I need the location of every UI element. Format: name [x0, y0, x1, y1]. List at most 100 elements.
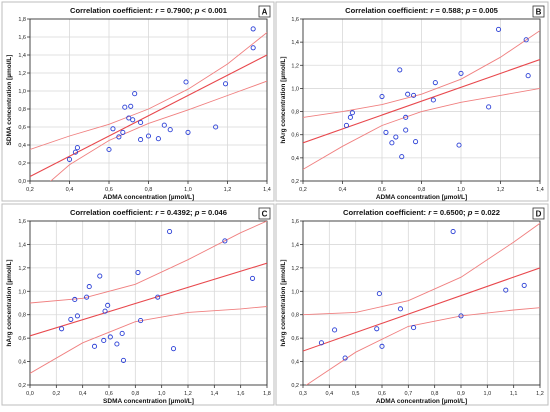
panel-letter-box — [532, 5, 545, 18]
x-tick-label: 1,0 — [457, 187, 465, 193]
x-tick-label: 1,0 — [184, 187, 192, 193]
title-r-value: = 0.588; — [433, 6, 465, 15]
data-point — [503, 287, 509, 293]
title-r-symbol: r — [155, 208, 159, 217]
data-point — [138, 318, 144, 324]
x-tick-label: 0,6 — [378, 187, 386, 193]
x-tick-label: 1,2 — [497, 187, 505, 193]
data-point — [119, 330, 125, 337]
data-point — [106, 146, 112, 153]
panel-title: Correlation coefficient: r = 0.7900; p <… — [70, 6, 228, 15]
data-point — [411, 325, 417, 331]
plot-area — [302, 220, 541, 386]
data-point — [170, 346, 177, 352]
y-tick-label: 0,0 — [18, 179, 26, 185]
y-tick-label: 0,8 — [291, 110, 299, 116]
data-point — [114, 341, 120, 347]
panel-letter-box — [258, 207, 271, 220]
x-axis-label: ADMA concentration [µmol/L] — [103, 194, 194, 201]
x-tick-label: 0,2 — [53, 391, 61, 397]
y-axis-label: SDMA concentration [µmol/L] — [6, 55, 13, 146]
data-point — [130, 117, 136, 123]
data-point — [110, 126, 116, 132]
data-point — [521, 282, 527, 288]
x-tick-label: 1,2 — [536, 391, 544, 397]
x-tick-label: 0,3 — [299, 391, 307, 397]
title-p-value: < 0.001 — [199, 6, 227, 15]
x-tick-label: 0,2 — [26, 187, 34, 193]
data-point — [403, 114, 409, 120]
data-point — [399, 154, 405, 160]
plot-area — [29, 18, 268, 182]
data-point — [393, 134, 399, 140]
regression-line — [30, 262, 267, 337]
panel-letter: D — [536, 210, 542, 219]
y-axis-label: hArg concentration [µmol/L] — [280, 56, 287, 143]
x-tick-label: 1,4 — [536, 187, 544, 193]
data-point — [72, 149, 78, 155]
title-r-value: = 0.7900; — [158, 6, 195, 15]
y-tick-label: 0,2 — [18, 383, 26, 389]
y-tick-label: 1,0 — [291, 289, 299, 295]
y-tick-label: 1,4 — [18, 242, 26, 248]
data-point — [66, 156, 73, 162]
data-point — [458, 70, 464, 76]
data-point — [126, 115, 132, 121]
y-tick-label: 1,2 — [18, 71, 26, 77]
data-point — [167, 127, 173, 133]
data-point — [249, 275, 256, 281]
data-point — [374, 326, 380, 332]
data-point — [486, 104, 492, 110]
x-tick-label: 0,2 — [299, 187, 307, 193]
x-tick-label: 0,4 — [326, 391, 334, 397]
data-point — [74, 145, 80, 151]
title-r-symbol: r — [155, 6, 159, 15]
panel-c: 0,0 0,2 0,4 0,6 0,8 1,0 1,2 1,4 1,6 1,80,20,40,60… — [1, 203, 275, 406]
data-point — [138, 119, 144, 126]
x-tick-label: 0,5 — [352, 391, 360, 397]
data-point — [97, 273, 103, 279]
data-point — [161, 122, 167, 128]
data-point — [376, 291, 382, 297]
title-p-symbol: p — [467, 208, 473, 217]
regression-line — [30, 54, 267, 177]
y-tick-label: 0,4 — [18, 360, 26, 366]
panel-frame — [275, 203, 549, 406]
y-tick-label: 0,6 — [291, 133, 299, 139]
data-point — [405, 91, 411, 97]
data-point — [343, 122, 350, 129]
x-tick-label: 1,0 — [484, 391, 492, 397]
data-point — [347, 114, 353, 120]
data-point — [128, 103, 134, 109]
data-point — [430, 97, 436, 103]
x-tick-label: 1,4 — [211, 391, 219, 397]
x-tick-label: 1,2 — [224, 187, 232, 193]
x-axis-label: ADMA concentration [µmol/L] — [376, 398, 467, 405]
ci-lower-curve — [50, 80, 267, 181]
y-tick-label: 0,4 — [291, 360, 299, 366]
data-point — [155, 294, 161, 300]
data-point — [379, 343, 385, 349]
data-point — [403, 127, 409, 133]
ci-lower-curve — [30, 306, 267, 374]
x-tick-label: 0,4 — [339, 187, 347, 193]
data-point — [72, 296, 78, 303]
y-tick-label: 1,0 — [291, 86, 299, 92]
y-tick-label: 1,6 — [18, 219, 26, 225]
x-tick-label: 1,6 — [237, 391, 245, 397]
data-point — [155, 136, 161, 142]
title-p-value: = 0.005 — [470, 6, 498, 15]
data-point — [138, 137, 144, 143]
data-point — [413, 139, 419, 145]
data-point — [135, 269, 141, 276]
title-prefix: Correlation coefficient: — [70, 6, 155, 15]
data-point — [167, 228, 173, 235]
x-tick-label: 1,2 — [184, 391, 192, 397]
panel-title: Correlation coefficient: r = 0.588; p = … — [345, 6, 499, 15]
ci-upper-curve — [303, 222, 540, 316]
data-point — [222, 81, 229, 87]
y-tick-label: 0,8 — [18, 107, 26, 113]
data-point — [145, 133, 152, 139]
